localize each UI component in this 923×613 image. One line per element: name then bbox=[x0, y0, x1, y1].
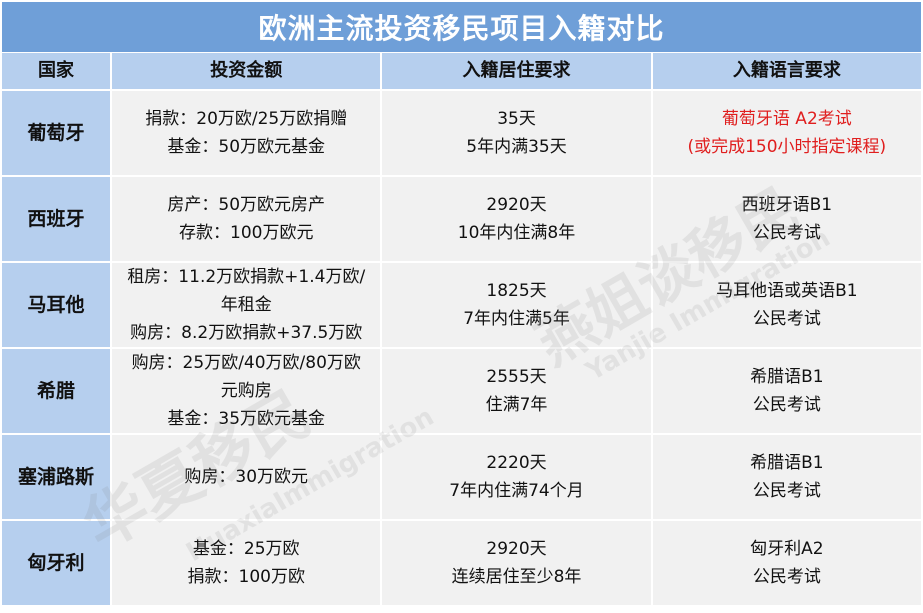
residence-cell-line: 35天 bbox=[497, 109, 536, 129]
language-cell-line: 马耳他语或英语B1 bbox=[716, 281, 858, 301]
language-cell-line: 希腊语B1 bbox=[750, 367, 824, 387]
language-cell: 匈牙利A2 公民考试 bbox=[652, 521, 921, 605]
language-cell-line: 公民考试 bbox=[752, 309, 821, 329]
investment-cell: 购房：25万欧/40万欧/80万欧 元购房基金：35万欧元基金 bbox=[112, 349, 381, 433]
residence-cell: 2555天住满7年 bbox=[382, 349, 651, 433]
investment-cell-line: 房产：50万欧元房产 bbox=[167, 195, 326, 215]
residence-cell-line: 2920天 bbox=[486, 195, 547, 215]
investment-cell-line: 基金：25万欧 bbox=[192, 539, 300, 559]
investment-cell: 房产：50万欧元房产 存款：100万欧元 bbox=[112, 177, 381, 261]
language-cell: 马耳他语或英语B1 公民考试 bbox=[652, 263, 921, 347]
country-cell: 希腊 bbox=[2, 349, 111, 433]
residence-cell-line: 2220天 bbox=[486, 453, 547, 473]
language-cell-line: 公民考试 bbox=[752, 567, 821, 587]
table-row: 葡萄牙 捐款：20万欧/25万欧捐赠 基金：50万欧元基金 35天 5年内满35天 葡萄牙… bbox=[2, 91, 921, 175]
residence-cell-line: 2555天 bbox=[486, 367, 547, 387]
residence-cell-line: 住满7年 bbox=[485, 395, 548, 415]
table-row: 希腊 购房：25万欧/40万欧/80万欧 元购房 基金：35万欧元基金 2555天 住满7… bbox=[2, 349, 921, 433]
country-cell: 塞浦路斯 bbox=[2, 435, 111, 519]
investment-cell: 租房：11.2万欧捐款+1.4万欧/年租金购房：8.2万欧捐款+37.5万欧 bbox=[112, 263, 381, 347]
language-cell-line: 公民考试 bbox=[752, 395, 821, 415]
language-cell-line: 公民考试 bbox=[752, 481, 821, 501]
header-country: 国家 bbox=[2, 53, 111, 89]
country-cell: 匈牙利 bbox=[2, 521, 111, 605]
language-cell: 西班牙语B1 公民考试 bbox=[652, 177, 921, 261]
investment-cell-line: 购房：30万欧元 bbox=[184, 467, 309, 487]
residence-cell: 1825天 7年内住满5年 bbox=[382, 263, 651, 347]
table-row: 马耳他 租房：11.2万欧捐款+1.4万欧/年租金购房：8.2万欧捐款+37.5万… bbox=[2, 263, 921, 347]
residence-cell-line: 7年内住满5年 bbox=[463, 309, 570, 329]
header-residence: 入籍居住要求 bbox=[382, 53, 651, 89]
language-cell: 希腊语B1 公民考试 bbox=[652, 435, 921, 519]
residence-cell-line: 1825天 bbox=[486, 281, 547, 301]
residence-cell-line: 10年内住满8年 bbox=[457, 223, 576, 243]
country-cell: 马耳他 bbox=[2, 263, 111, 347]
residence-cell: 35天 5年内满35天 bbox=[382, 91, 651, 175]
comparison-table: 国家 投资金额 入籍居住要求 入籍语言要求 葡萄牙 捐款：20万欧/25万欧捐赠基… bbox=[0, 51, 923, 607]
residence-cell: 2220天 7年内住满74个月 bbox=[382, 435, 651, 519]
language-cell: 葡萄牙语 A2考试 (或完成150小时指定课程) bbox=[652, 91, 921, 175]
investment-cell: 购房：30万欧元 bbox=[112, 435, 381, 519]
investment-cell-line: 年租金 bbox=[220, 295, 272, 315]
investment-cell-line: 元购房 bbox=[220, 381, 272, 401]
language-cell-line: 匈牙利A2 bbox=[750, 539, 824, 559]
language-cell-line: 葡萄牙语 A2考试 bbox=[721, 109, 852, 129]
language-cell-line: 西班牙语B1 bbox=[741, 195, 833, 215]
language-cell-line: 公民考试 bbox=[752, 223, 821, 243]
header-language: 入籍语言要求 bbox=[652, 53, 921, 89]
investment-cell-line: 购房：25万欧/40万欧/80万欧 bbox=[131, 353, 361, 373]
residence-cell-line: 2920天 bbox=[486, 539, 547, 559]
investment-cell-line: 存款：100万欧元 bbox=[179, 223, 314, 243]
header-investment: 投资金额 bbox=[112, 53, 381, 89]
investment-cell-line: 租房：11.2万欧捐款+1.4万欧/ bbox=[127, 267, 366, 287]
residence-cell-line: 连续居住至少8年 bbox=[451, 567, 582, 587]
investment-cell: 基金：25万欧 捐款：100万欧 bbox=[112, 521, 381, 605]
language-cell-line: (或完成150小时指定课程) bbox=[687, 137, 887, 157]
language-cell-line: 希腊语B1 bbox=[750, 453, 824, 473]
investment-cell-line: 基金：50万欧元基金 bbox=[167, 137, 326, 157]
investment-cell-line: 捐款：100万欧 bbox=[187, 567, 305, 587]
table-row: 塞浦路斯 购房：30万欧元 2220天 7年内住满74个月 希腊语B1 公民考试 bbox=[2, 435, 921, 519]
residence-cell: 2920天 10年内住满8年 bbox=[382, 177, 651, 261]
country-cell: 葡萄牙 bbox=[2, 91, 111, 175]
header-row: 国家 投资金额 入籍居住要求 入籍语言要求 bbox=[2, 53, 921, 89]
investment-cell-line: 购房：8.2万欧捐款+37.5万欧 bbox=[130, 323, 363, 343]
language-cell: 希腊语B1 公民考试 bbox=[652, 349, 921, 433]
table-row: 匈牙利 基金：25万欧 捐款：100万欧 2920天 连续居住至少8年 匈牙利A2 公民考试 bbox=[2, 521, 921, 605]
residence-cell: 2920天连续居住至少8年 bbox=[382, 521, 651, 605]
page-title: 欧洲主流投资移民项目入籍对比 bbox=[2, 2, 921, 52]
investment-cell-line: 基金：35万欧元基金 bbox=[167, 409, 326, 429]
country-cell: 西班牙 bbox=[2, 177, 111, 261]
table-row: 西班牙 房产：50万欧元房产 存款：100万欧元 2920天 10年内住满8年 西班牙语B… bbox=[2, 177, 921, 261]
residence-cell-line: 7年内住满74个月 bbox=[449, 481, 584, 501]
residence-cell-line: 5年内满35天 bbox=[466, 137, 567, 157]
investment-cell: 捐款：20万欧/25万欧捐赠 基金：50万欧元基金 bbox=[112, 91, 381, 175]
investment-cell-line: 捐款：20万欧/25万欧捐赠 bbox=[145, 109, 348, 129]
